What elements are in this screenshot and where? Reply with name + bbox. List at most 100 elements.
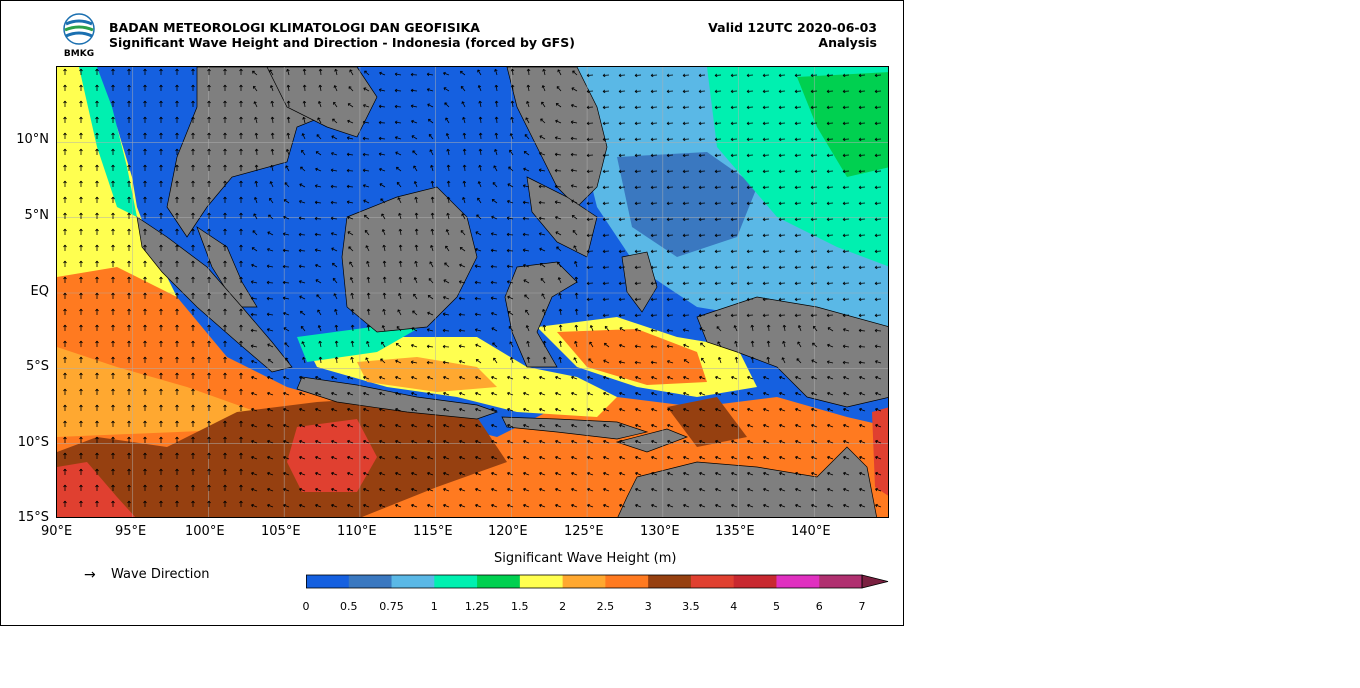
wave-arrow bbox=[682, 265, 690, 270]
wave-arrow bbox=[282, 264, 290, 269]
wave-arrow bbox=[714, 185, 722, 190]
wave-arrow bbox=[207, 164, 211, 171]
wave-arrow bbox=[459, 247, 466, 252]
wave-arrow bbox=[842, 344, 850, 349]
colorbar-tick-label: 0 bbox=[302, 600, 310, 613]
wave-arrow bbox=[811, 455, 818, 460]
wave-arrow bbox=[619, 487, 626, 492]
wave-arrow bbox=[683, 407, 690, 412]
wave-arrow bbox=[175, 292, 179, 299]
wave-arrow bbox=[494, 116, 499, 124]
wave-arrow bbox=[778, 217, 786, 222]
wave-arrow bbox=[526, 100, 530, 108]
wave-arrow bbox=[159, 324, 163, 331]
wave-arrow bbox=[558, 324, 563, 332]
wave-arrow bbox=[603, 359, 610, 364]
wave-arrow bbox=[127, 164, 131, 171]
wave-arrow bbox=[346, 200, 354, 204]
wave-arrow bbox=[842, 328, 850, 332]
wave-arrow bbox=[223, 116, 227, 123]
wave-arrow bbox=[283, 215, 290, 220]
wave-arrow bbox=[635, 503, 642, 508]
wave-arrow bbox=[874, 201, 882, 206]
wave-arrow bbox=[191, 100, 195, 107]
wave-arrow bbox=[810, 169, 818, 174]
wave-arrow bbox=[523, 391, 530, 396]
southwest-red-zone bbox=[57, 462, 136, 517]
wave-arrow bbox=[459, 263, 466, 268]
wave-arrow bbox=[650, 153, 658, 158]
wave-arrow bbox=[443, 407, 450, 412]
wave-arrow bbox=[541, 85, 546, 92]
wave-arrow bbox=[490, 296, 498, 300]
wave-arrow bbox=[571, 487, 578, 492]
wave-arrow bbox=[524, 294, 530, 300]
wave-arrow bbox=[410, 360, 418, 364]
wave-arrow bbox=[317, 325, 322, 332]
wave-arrow bbox=[191, 484, 195, 491]
wave-arrow bbox=[269, 69, 274, 76]
wave-arrow bbox=[175, 388, 179, 395]
lat-label-15s: 15°S bbox=[17, 510, 49, 525]
wave-arrow bbox=[650, 313, 658, 318]
colorbar-tick-label: 2 bbox=[559, 600, 567, 613]
wave-arrow bbox=[666, 89, 674, 94]
wave-arrow bbox=[175, 100, 179, 107]
wave-arrow bbox=[666, 169, 674, 174]
wave-arrow bbox=[253, 101, 258, 108]
wave-arrow bbox=[666, 153, 674, 158]
wave-arrow bbox=[827, 375, 834, 380]
wave-arrow bbox=[459, 407, 466, 412]
wave-arrow bbox=[363, 439, 370, 444]
wave-arrow bbox=[95, 340, 99, 347]
wave-arrow bbox=[477, 197, 482, 204]
wave-arrow bbox=[95, 260, 99, 267]
wave-arrow bbox=[347, 375, 354, 380]
wave-arrow bbox=[506, 216, 514, 220]
wave-arrow bbox=[779, 439, 786, 444]
wave-arrow bbox=[603, 487, 610, 492]
wave-arrow bbox=[458, 312, 466, 317]
wave-arrow bbox=[750, 356, 755, 364]
wave-arrow bbox=[714, 297, 722, 302]
wave-arrow bbox=[427, 423, 434, 428]
wave-arrow bbox=[299, 375, 306, 380]
wave-arrow bbox=[363, 455, 370, 460]
wave-arrow bbox=[159, 340, 163, 347]
wave-arrow bbox=[810, 185, 818, 190]
wave-arrow bbox=[95, 436, 99, 443]
wave-arrow bbox=[379, 183, 386, 188]
wave-arrow bbox=[795, 423, 802, 428]
wave-arrow bbox=[283, 327, 290, 332]
wave-arrow bbox=[363, 391, 370, 396]
wave-arrow bbox=[207, 292, 211, 299]
wave-arrow bbox=[843, 439, 850, 444]
wave-arrow bbox=[445, 229, 450, 236]
wave-arrow bbox=[111, 420, 115, 427]
colorbar-tick-label: 7 bbox=[858, 600, 866, 613]
wave-arrow bbox=[379, 439, 386, 444]
wave-arrow bbox=[430, 244, 434, 252]
wave-arrow bbox=[299, 183, 306, 188]
land-masses bbox=[136, 67, 888, 517]
wave-arrow bbox=[413, 165, 418, 172]
wave-arrow bbox=[267, 423, 274, 428]
wave-arrow bbox=[650, 105, 658, 110]
wave-arrow bbox=[299, 439, 306, 444]
wave-arrow bbox=[331, 391, 338, 396]
pacific-green bbox=[797, 72, 888, 177]
wave-arrow bbox=[382, 244, 386, 252]
wave-arrow bbox=[207, 436, 211, 443]
wave-arrow bbox=[283, 471, 290, 476]
wave-arrow bbox=[95, 292, 99, 299]
wave-arrow bbox=[747, 455, 754, 460]
wave-arrow bbox=[411, 135, 418, 140]
wave-arrow bbox=[143, 100, 147, 107]
wave-arrow bbox=[843, 471, 850, 476]
wave-arrow bbox=[714, 121, 722, 126]
wave-arrow bbox=[191, 388, 195, 395]
wave-arrow bbox=[874, 344, 882, 349]
wave-arrow bbox=[522, 200, 530, 205]
wave-arrow bbox=[506, 199, 514, 204]
wave-arrow bbox=[650, 265, 658, 270]
